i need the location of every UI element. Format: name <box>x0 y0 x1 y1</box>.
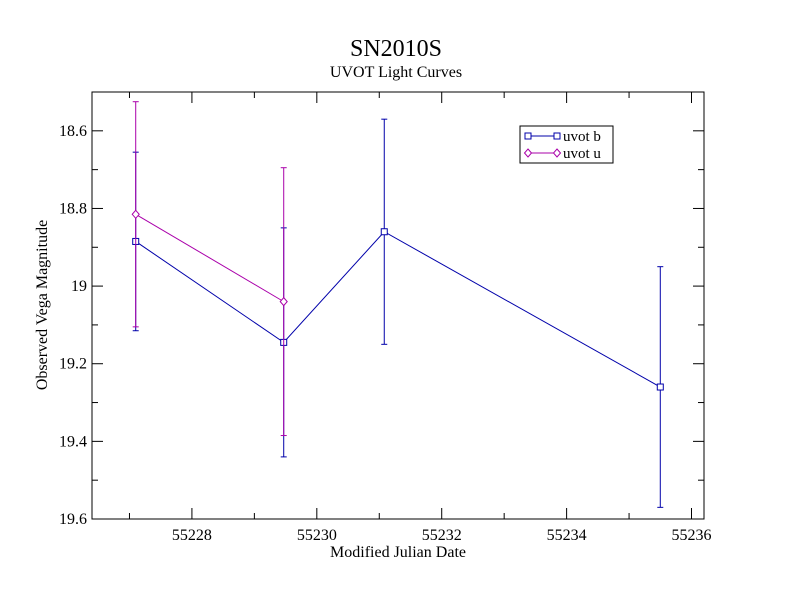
chart-subtitle: UVOT Light Curves <box>330 64 462 81</box>
series-line <box>135 231 661 388</box>
x-tick-label: 55236 <box>672 527 712 544</box>
chart-title: SN2010S <box>350 36 442 62</box>
y-axis-label: Observed Vega Magnitude <box>34 220 51 390</box>
series-line <box>135 213 284 303</box>
data-point <box>131 209 140 220</box>
y-tick-label: 19.6 <box>59 511 87 528</box>
y-tick-label: 18.8 <box>59 200 87 217</box>
legend-marker-end <box>553 132 561 140</box>
legend-label: uvot u <box>563 146 601 162</box>
y-tick-label: 19 <box>71 278 87 295</box>
y-tick-label: 19.2 <box>59 356 87 373</box>
series-0 <box>132 118 664 508</box>
x-tick-label: 55232 <box>422 527 462 544</box>
legend-marker-start <box>524 132 532 140</box>
legend-marker-end <box>552 148 562 158</box>
y-axis-ticks: 18.6 18.8 19 19.2 19.4 19.6 <box>59 91 704 528</box>
legend-box <box>519 125 614 164</box>
x-tick-label: 55228 <box>172 527 212 544</box>
data-point <box>279 296 288 307</box>
x-tick-label: 55230 <box>297 527 337 544</box>
series-layer <box>131 101 664 508</box>
legend-label: uvot b <box>563 129 601 145</box>
legend-marker-start <box>523 148 533 158</box>
y-tick-label: 19.4 <box>59 433 87 450</box>
data-point <box>656 383 664 391</box>
y-tick-label: 18.6 <box>59 123 87 140</box>
x-tick-label: 55234 <box>547 527 587 544</box>
plot-area-frame <box>91 91 705 520</box>
x-axis-ticks: 55228 55230 55232 55234 55236 <box>128 92 712 544</box>
x-axis-label: Modified Julian Date <box>330 544 466 561</box>
data-point <box>380 228 388 236</box>
series-1 <box>131 101 288 437</box>
